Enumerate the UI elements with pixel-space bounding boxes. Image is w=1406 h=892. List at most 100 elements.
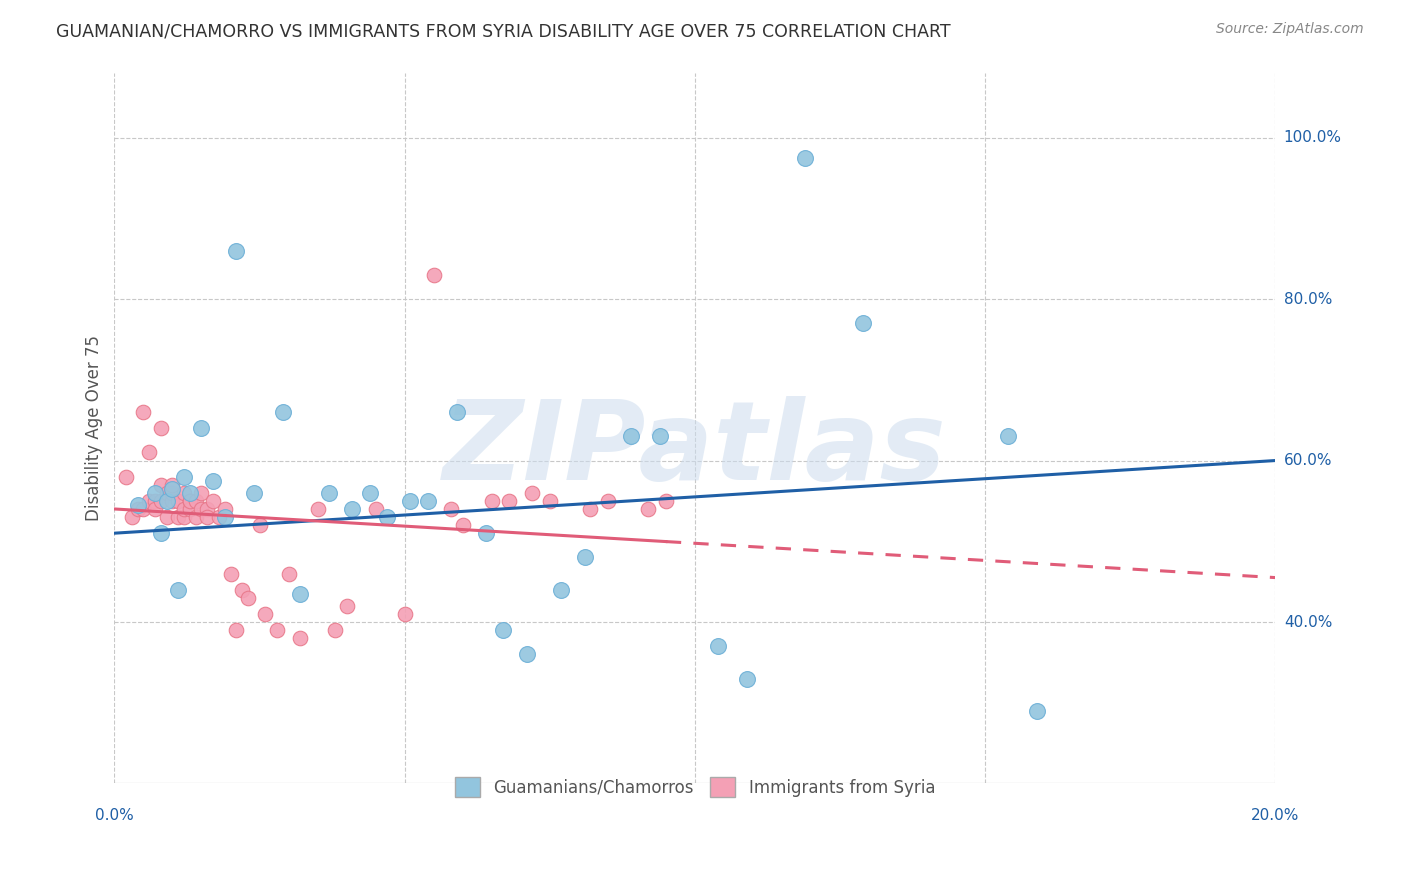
Point xyxy=(266,623,288,637)
Point xyxy=(190,502,212,516)
Point xyxy=(167,510,190,524)
Point xyxy=(225,244,247,258)
Point xyxy=(149,526,172,541)
Point xyxy=(162,485,184,500)
Point xyxy=(648,429,671,443)
Point xyxy=(173,485,195,500)
Point xyxy=(173,469,195,483)
Text: GUAMANIAN/CHAMORRO VS IMMIGRANTS FROM SYRIA DISABILITY AGE OVER 75 CORRELATION C: GUAMANIAN/CHAMORRO VS IMMIGRANTS FROM SY… xyxy=(56,22,950,40)
Point xyxy=(422,268,444,282)
Text: ZIPatlas: ZIPatlas xyxy=(443,396,946,503)
Point xyxy=(655,494,678,508)
Point xyxy=(288,587,311,601)
Point xyxy=(271,405,294,419)
Point xyxy=(202,474,225,488)
Point xyxy=(179,485,201,500)
Point xyxy=(735,672,758,686)
Point xyxy=(637,502,659,516)
Point xyxy=(475,526,498,541)
Point xyxy=(162,494,184,508)
Point xyxy=(195,502,218,516)
Point xyxy=(399,494,422,508)
Point xyxy=(162,477,184,491)
Point xyxy=(440,502,463,516)
Point xyxy=(132,405,155,419)
Point xyxy=(574,550,596,565)
Point xyxy=(394,607,416,621)
Point xyxy=(307,502,329,516)
Point xyxy=(231,582,253,597)
Point xyxy=(127,498,149,512)
Point xyxy=(208,510,231,524)
Point xyxy=(225,623,247,637)
Text: 80.0%: 80.0% xyxy=(1284,292,1331,307)
Point xyxy=(254,607,277,621)
Point xyxy=(852,316,875,330)
Point xyxy=(336,599,359,613)
Point xyxy=(156,485,179,500)
Point xyxy=(156,494,179,508)
Legend: Guamanians/Chamorros, Immigrants from Syria: Guamanians/Chamorros, Immigrants from Sy… xyxy=(441,764,949,811)
Point xyxy=(707,639,730,653)
Point xyxy=(342,502,364,516)
Text: 40.0%: 40.0% xyxy=(1284,615,1331,630)
Point xyxy=(359,485,381,500)
Point xyxy=(138,494,160,508)
Point xyxy=(277,566,299,581)
Y-axis label: Disability Age Over 75: Disability Age Over 75 xyxy=(86,335,103,521)
Point xyxy=(127,502,149,516)
Point xyxy=(620,429,643,443)
Point xyxy=(794,151,817,165)
Point xyxy=(288,631,311,645)
Point xyxy=(214,502,236,516)
Point xyxy=(149,421,172,435)
Text: 60.0%: 60.0% xyxy=(1284,453,1333,468)
Point xyxy=(121,510,143,524)
Point xyxy=(522,485,544,500)
Point xyxy=(149,494,172,508)
Point xyxy=(132,502,155,516)
Text: 100.0%: 100.0% xyxy=(1284,130,1341,145)
Text: Source: ZipAtlas.com: Source: ZipAtlas.com xyxy=(1216,22,1364,37)
Point xyxy=(184,510,207,524)
Point xyxy=(138,445,160,459)
Point xyxy=(184,494,207,508)
Point xyxy=(242,485,264,500)
Point xyxy=(1026,704,1049,718)
Point xyxy=(492,623,515,637)
Text: 0.0%: 0.0% xyxy=(96,808,134,823)
Point xyxy=(156,510,179,524)
Point xyxy=(997,429,1019,443)
Point xyxy=(115,469,138,483)
Point xyxy=(550,582,572,597)
Point xyxy=(318,485,340,500)
Point xyxy=(516,648,538,662)
Point xyxy=(195,510,218,524)
Text: 20.0%: 20.0% xyxy=(1251,808,1299,823)
Point xyxy=(579,502,602,516)
Point xyxy=(190,485,212,500)
Point xyxy=(167,582,190,597)
Point xyxy=(143,485,166,500)
Point xyxy=(323,623,346,637)
Point xyxy=(173,510,195,524)
Point xyxy=(162,482,184,496)
Point xyxy=(167,494,190,508)
Point xyxy=(143,502,166,516)
Point xyxy=(596,494,619,508)
Point xyxy=(143,494,166,508)
Point xyxy=(481,494,503,508)
Point xyxy=(219,566,242,581)
Point xyxy=(202,494,225,508)
Point xyxy=(149,477,172,491)
Point xyxy=(446,405,468,419)
Point xyxy=(451,518,474,533)
Point xyxy=(236,591,259,605)
Point xyxy=(214,510,236,524)
Point xyxy=(190,421,212,435)
Point xyxy=(375,510,398,524)
Point xyxy=(364,502,387,516)
Point xyxy=(179,494,201,508)
Point xyxy=(498,494,520,508)
Point xyxy=(179,502,201,516)
